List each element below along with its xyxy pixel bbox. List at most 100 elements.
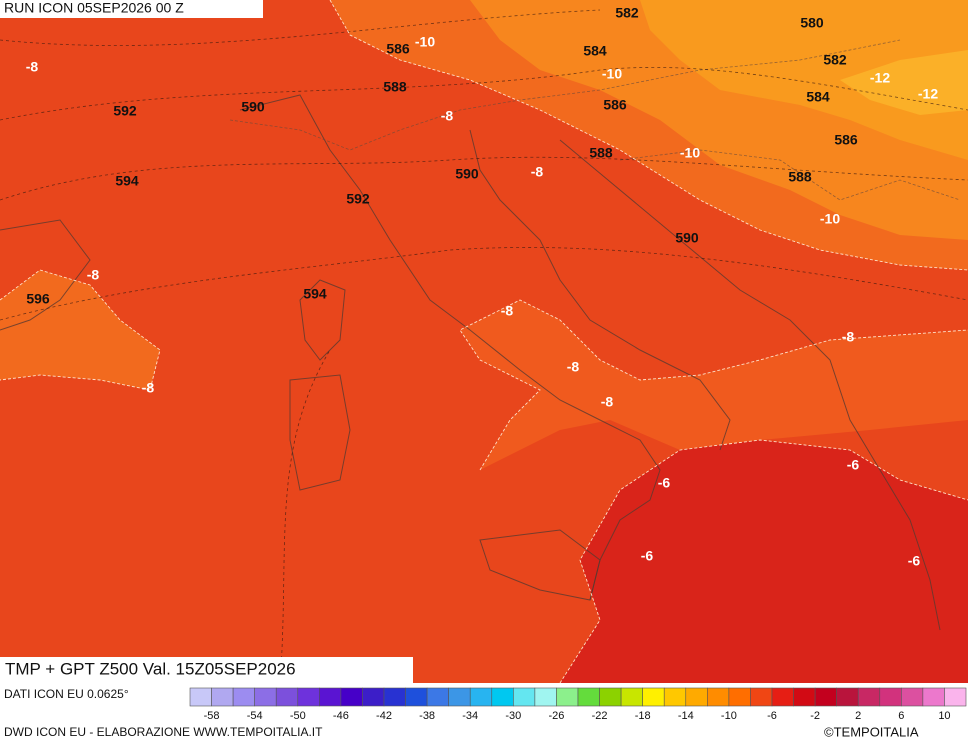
tmp-label: -8 (567, 359, 580, 375)
colorbar-swatch (275, 687, 299, 707)
colorbar-label: -2 (810, 710, 820, 722)
colorbar-swatch (340, 687, 363, 707)
tmp-label: -6 (908, 553, 921, 569)
gpt-label: 586 (603, 97, 627, 113)
colorbar-label: -34 (462, 710, 478, 722)
colorbar-swatch (728, 687, 751, 707)
colorbar-label: -50 (290, 710, 306, 722)
tmp-label: -12 (918, 86, 938, 102)
colorbar-swatch (448, 687, 471, 707)
gpt-label: 586 (386, 41, 410, 57)
isohypse (0, 247, 968, 321)
colorbar-label: 10 (938, 710, 950, 722)
gpt-label: 588 (589, 145, 613, 161)
tmp-label: -8 (531, 164, 544, 180)
copyright-label: ©TEMPOITALIA (824, 724, 919, 739)
colorbar-swatch (879, 687, 902, 707)
colorbar-swatch (685, 687, 708, 707)
gpt-label: 584 (583, 43, 607, 59)
gpt-label: 590 (455, 166, 479, 182)
header-box (0, 0, 263, 18)
colorbar-swatch (211, 687, 234, 707)
product-label: TMP + GPT Z500 Val. 15Z05SEP2026 (5, 659, 296, 678)
colorbar-swatch (319, 687, 342, 707)
tmp-label: -12 (870, 70, 890, 86)
colorbar-swatch (707, 687, 730, 707)
colorbar-swatch (254, 687, 277, 707)
isotherm (559, 439, 968, 684)
coastline (239, 94, 661, 601)
product-box (0, 657, 413, 683)
tmp-label: -8 (842, 329, 855, 345)
tmp-label: -6 (658, 475, 671, 491)
temp-zone (560, 440, 968, 683)
credit-label: DWD ICON EU - ELABORAZIONE WWW.TEMPOITAL… (4, 725, 323, 739)
tmp-label: -10 (820, 211, 840, 227)
colorbar-label: -58 (204, 710, 220, 722)
gpt-label: 584 (806, 89, 830, 105)
coastline (479, 529, 601, 601)
gpt-label: 580 (800, 15, 824, 31)
colorbar-label: -30 (505, 710, 521, 722)
tmp-label: -6 (641, 548, 654, 564)
colorbar-swatch (814, 687, 837, 707)
gpt-label: 588 (383, 79, 407, 95)
coastline (0, 219, 91, 331)
isohypse (0, 67, 968, 121)
tmp-label: -8 (601, 394, 614, 410)
colorbar-swatch (771, 687, 794, 707)
temp-zone (640, 0, 968, 160)
tmp-label: -8 (501, 303, 514, 319)
colorbar-label: -18 (635, 710, 651, 722)
colorbar-swatch (836, 687, 859, 707)
isotherm (0, 269, 161, 391)
colorbar-label: 6 (898, 710, 904, 722)
colorbar-swatch (620, 687, 643, 707)
colorbar-label: -6 (767, 710, 777, 722)
colorbar-label: -22 (592, 710, 608, 722)
tmp-label: -10 (602, 66, 622, 82)
colorbar-label: -38 (419, 710, 435, 722)
colorbar-swatch (556, 687, 579, 707)
colorbar-swatch (663, 687, 687, 707)
colorbar-swatch (577, 687, 600, 707)
colorbar-label: -46 (333, 710, 349, 722)
isotherm (459, 299, 968, 471)
colorbar-label: -26 (548, 710, 564, 722)
colorbar-swatch (297, 687, 320, 707)
colorbar-swatch (405, 687, 428, 707)
temp-zone (460, 300, 968, 470)
colorbar-swatch (491, 687, 514, 707)
coastline (289, 374, 351, 491)
gpt-label: 586 (834, 132, 858, 148)
tmp-label: -8 (441, 108, 454, 124)
colorbar-swatch (513, 687, 536, 707)
colorbar-swatch (750, 687, 773, 707)
gpt-label: 582 (615, 5, 639, 21)
gpt-label: 592 (346, 191, 370, 207)
border (619, 149, 961, 201)
colorbar-label: -10 (721, 710, 737, 722)
colorbar-swatch (189, 687, 212, 707)
tmp-label: -8 (142, 380, 155, 396)
gpt-label: 594 (115, 173, 139, 189)
colorbar-swatch (793, 687, 816, 707)
tmp-label: -10 (415, 34, 435, 50)
tmp-label: -10 (680, 145, 700, 161)
colorbar-label: -14 (678, 710, 694, 722)
isotherm (329, 0, 968, 271)
colorbar-swatch (922, 687, 945, 707)
temp-zone (840, 50, 968, 115)
colorbar-swatch (642, 687, 665, 707)
colorbar-label: 2 (855, 710, 861, 722)
colorbar-label: -54 (247, 710, 263, 722)
colorbar-label: -42 (376, 710, 392, 722)
gpt-label: 592 (113, 103, 137, 119)
colorbar-swatch (857, 687, 881, 707)
colorbar-swatch (599, 687, 622, 707)
coastline (559, 139, 941, 631)
coastline (299, 279, 346, 361)
coastline (469, 129, 731, 451)
run-label: RUN ICON 05SEP2026 00 Z (4, 0, 184, 16)
